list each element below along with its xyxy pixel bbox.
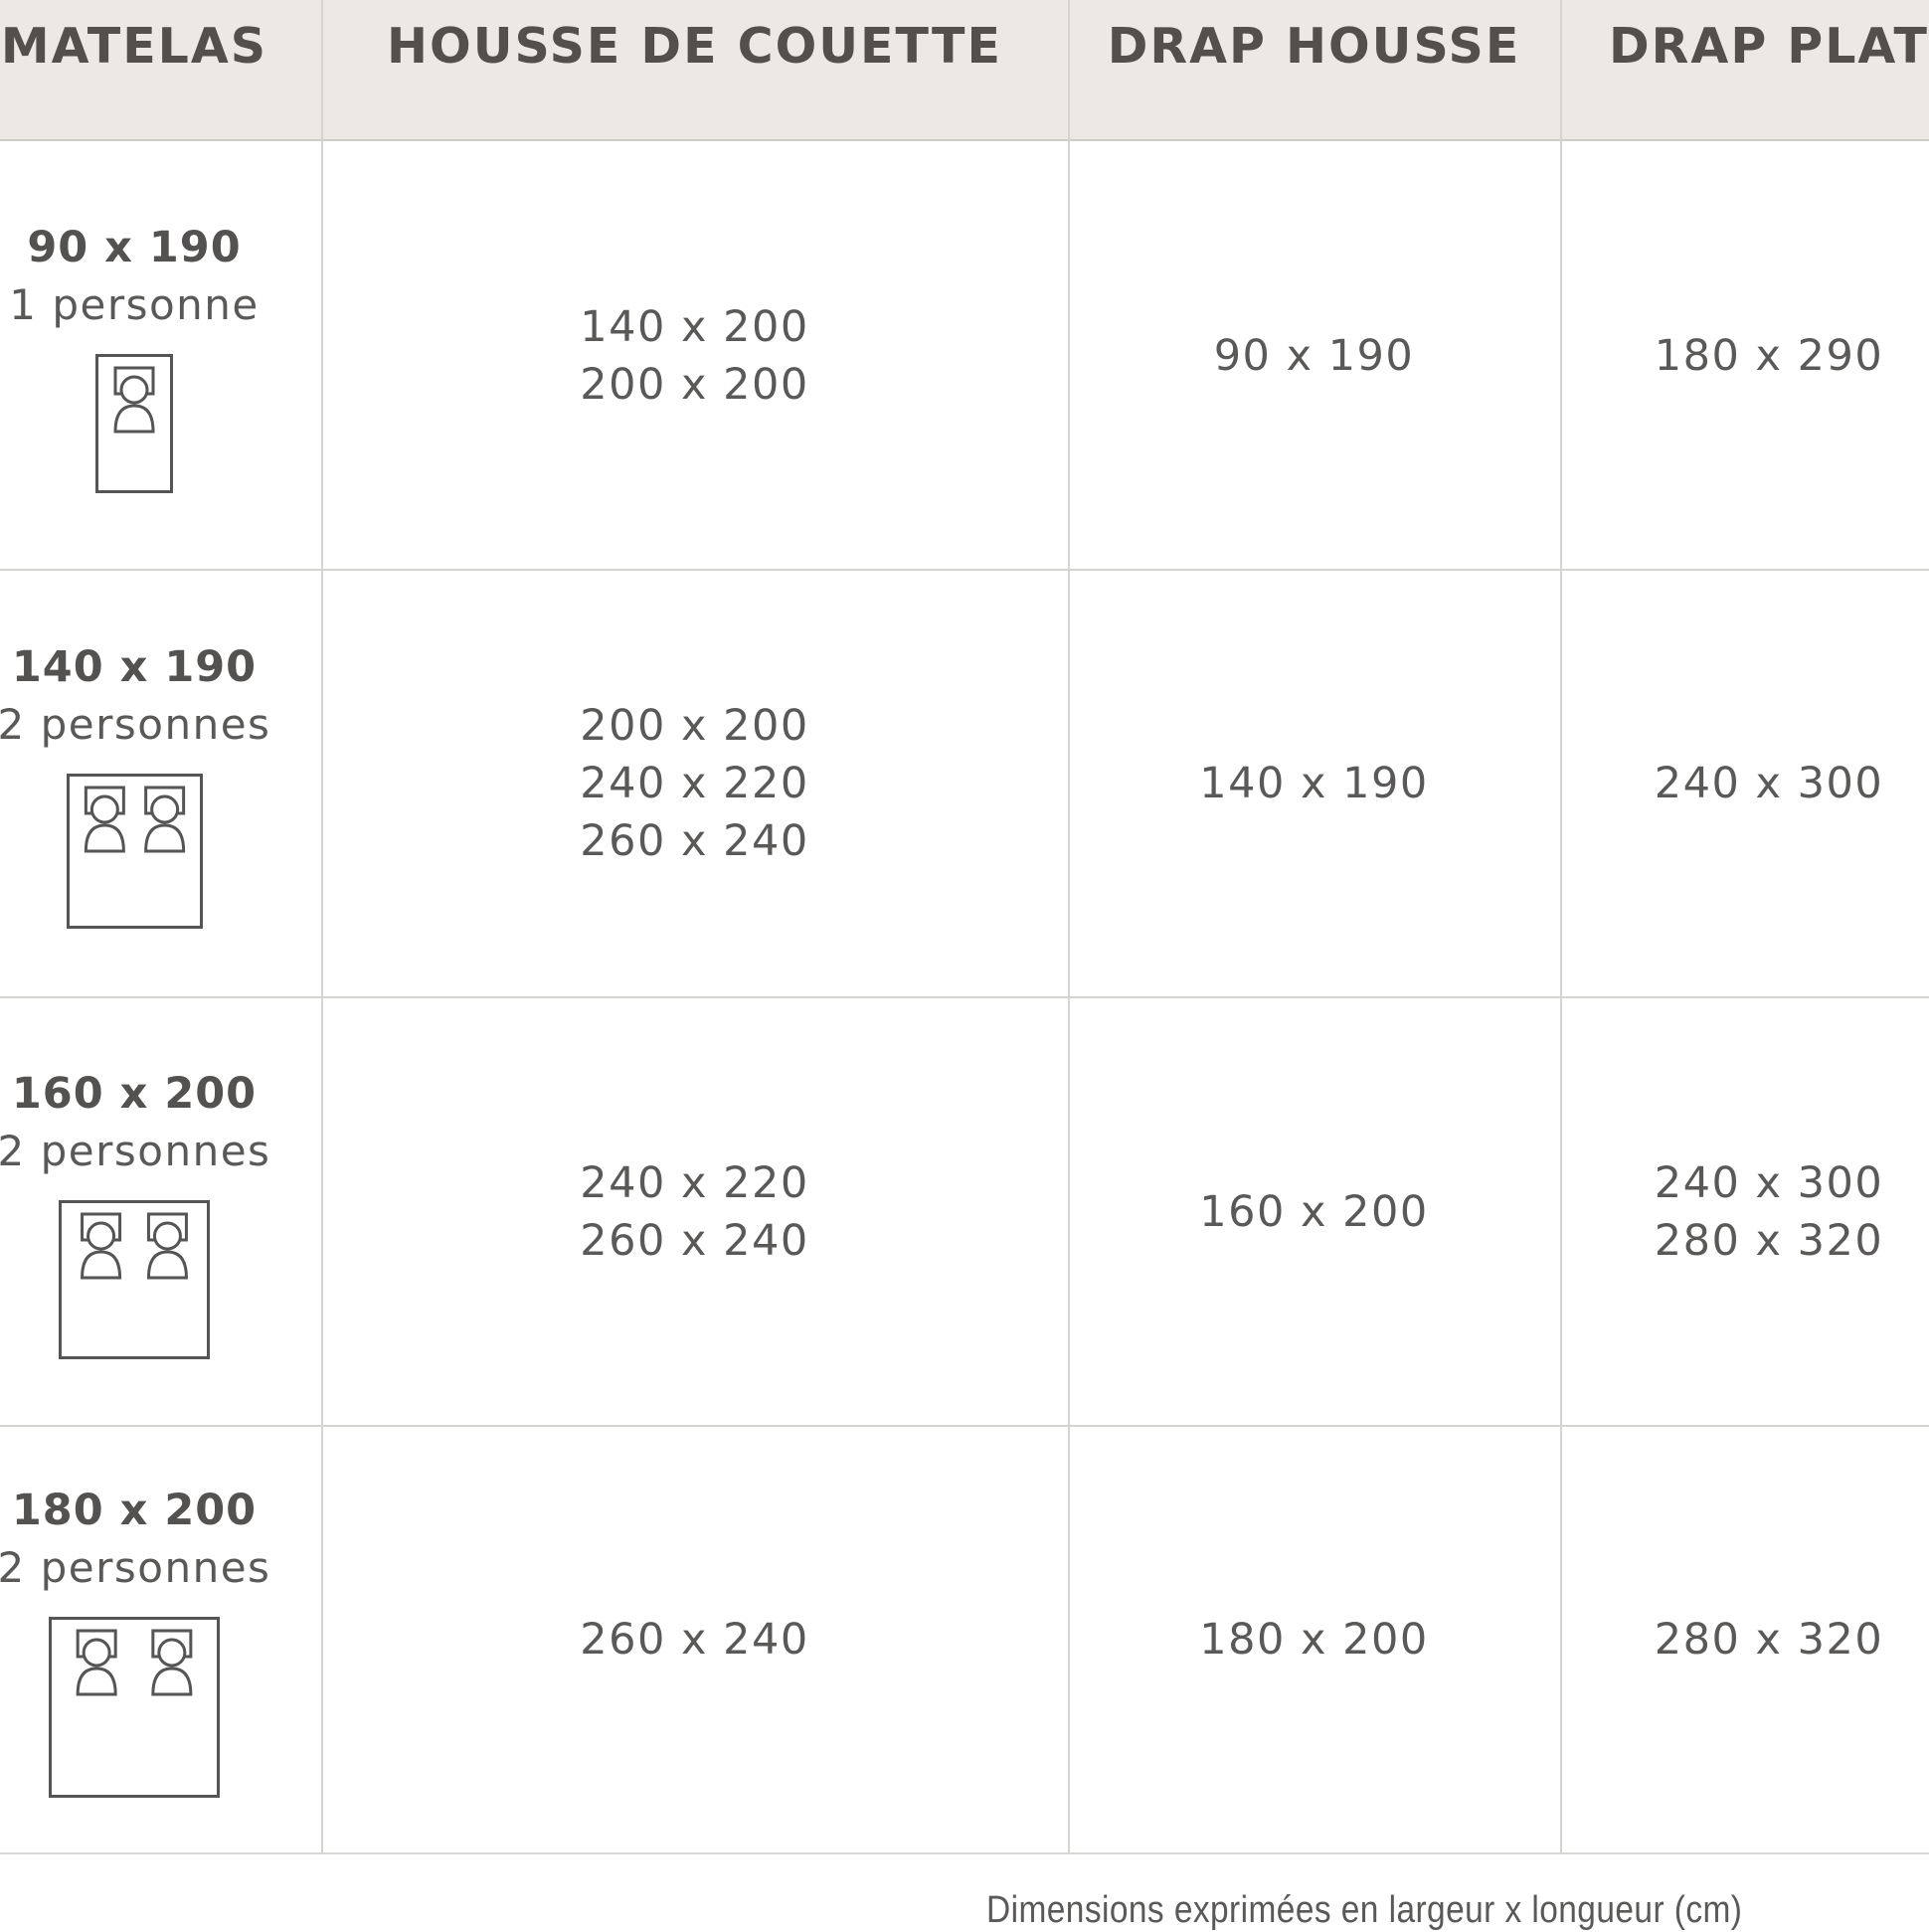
matelas-persons: 2 personnes bbox=[0, 700, 271, 749]
housse-de-couette-cell: 260 x 240 bbox=[321, 1426, 1068, 1853]
housse-de-couette-cell: 200 x 200 240 x 220 260 x 240 bbox=[321, 570, 1068, 997]
matelas-persons: 2 personnes bbox=[0, 1543, 271, 1592]
size-value: 280 x 320 bbox=[1654, 1215, 1884, 1266]
size-value: 140 x 190 bbox=[1199, 759, 1429, 808]
matelas-size: 180 x 200 bbox=[11, 1486, 258, 1535]
drap-housse-cell: 90 x 190 bbox=[1068, 141, 1560, 570]
housse-de-couette-cell: 140 x 200 200 x 200 bbox=[321, 141, 1068, 570]
dimensions-note: Dimensions exprimées en largeur x longue… bbox=[986, 1889, 1743, 1931]
drap-plat-cell: 280 x 320 bbox=[1560, 1426, 1929, 1853]
drap-plat-cell: 180 x 290 bbox=[1560, 141, 1929, 570]
size-value: 160 x 200 bbox=[1199, 1186, 1429, 1237]
size-value: 90 x 190 bbox=[1213, 330, 1415, 381]
drap-housse-cell: 140 x 190 bbox=[1068, 570, 1560, 997]
row-divider bbox=[0, 1425, 1929, 1427]
double-bed-icon bbox=[66, 774, 203, 929]
drap-plat-cell: 240 x 300 280 x 320 bbox=[1560, 997, 1929, 1426]
matelas-cell: 140 x 190 2 personnes bbox=[0, 570, 321, 997]
size-value: 180 x 290 bbox=[1654, 330, 1884, 381]
size-value: 240 x 300 bbox=[1654, 759, 1884, 808]
header-drap-housse: DRAP HOUSSE bbox=[1107, 18, 1521, 75]
king-bed-icon bbox=[49, 1617, 220, 1798]
column-divider bbox=[1560, 0, 1562, 1853]
size-value: 240 x 220 bbox=[580, 759, 809, 808]
matelas-persons: 1 personne bbox=[9, 279, 260, 329]
single-bed-icon bbox=[95, 353, 173, 493]
header-matelas: MATELAS bbox=[0, 18, 268, 75]
size-value: 260 x 240 bbox=[580, 816, 809, 866]
size-value: 240 x 220 bbox=[580, 1157, 809, 1208]
size-value: 200 x 200 bbox=[580, 359, 809, 410]
matelas-size: 140 x 190 bbox=[11, 642, 258, 692]
row-divider bbox=[0, 996, 1929, 998]
drap-housse-cell: 180 x 200 bbox=[1068, 1426, 1560, 1853]
matelas-cell: 180 x 200 2 personnes bbox=[0, 1426, 321, 1853]
drap-plat-cell: 240 x 300 bbox=[1560, 570, 1929, 997]
row-divider bbox=[0, 569, 1929, 571]
queen-bed-icon bbox=[59, 1199, 210, 1359]
size-value: 280 x 320 bbox=[1654, 1615, 1884, 1665]
size-value: 260 x 240 bbox=[580, 1215, 809, 1266]
matelas-persons: 2 personnes bbox=[0, 1126, 271, 1175]
housse-de-couette-cell: 240 x 220 260 x 240 bbox=[321, 997, 1068, 1426]
header-housse-de-couette: HOUSSE DE COUETTE bbox=[387, 18, 1002, 75]
matelas-cell: 160 x 200 2 personnes bbox=[0, 997, 321, 1426]
size-value: 140 x 200 bbox=[580, 301, 809, 352]
matelas-cell: 90 x 190 1 personne bbox=[0, 141, 321, 570]
drap-housse-cell: 160 x 200 bbox=[1068, 997, 1560, 1426]
matelas-size: 90 x 190 bbox=[27, 222, 242, 272]
size-value: 200 x 200 bbox=[580, 701, 809, 751]
column-divider bbox=[321, 0, 323, 1853]
matelas-size: 160 x 200 bbox=[11, 1068, 258, 1119]
header-drap-plat: DRAP PLAT bbox=[1609, 18, 1929, 75]
column-divider bbox=[1068, 0, 1070, 1853]
size-value: 240 x 300 bbox=[1654, 1157, 1884, 1208]
row-divider bbox=[0, 1852, 1929, 1854]
size-value: 260 x 240 bbox=[580, 1615, 809, 1665]
size-value: 180 x 200 bbox=[1199, 1615, 1429, 1665]
